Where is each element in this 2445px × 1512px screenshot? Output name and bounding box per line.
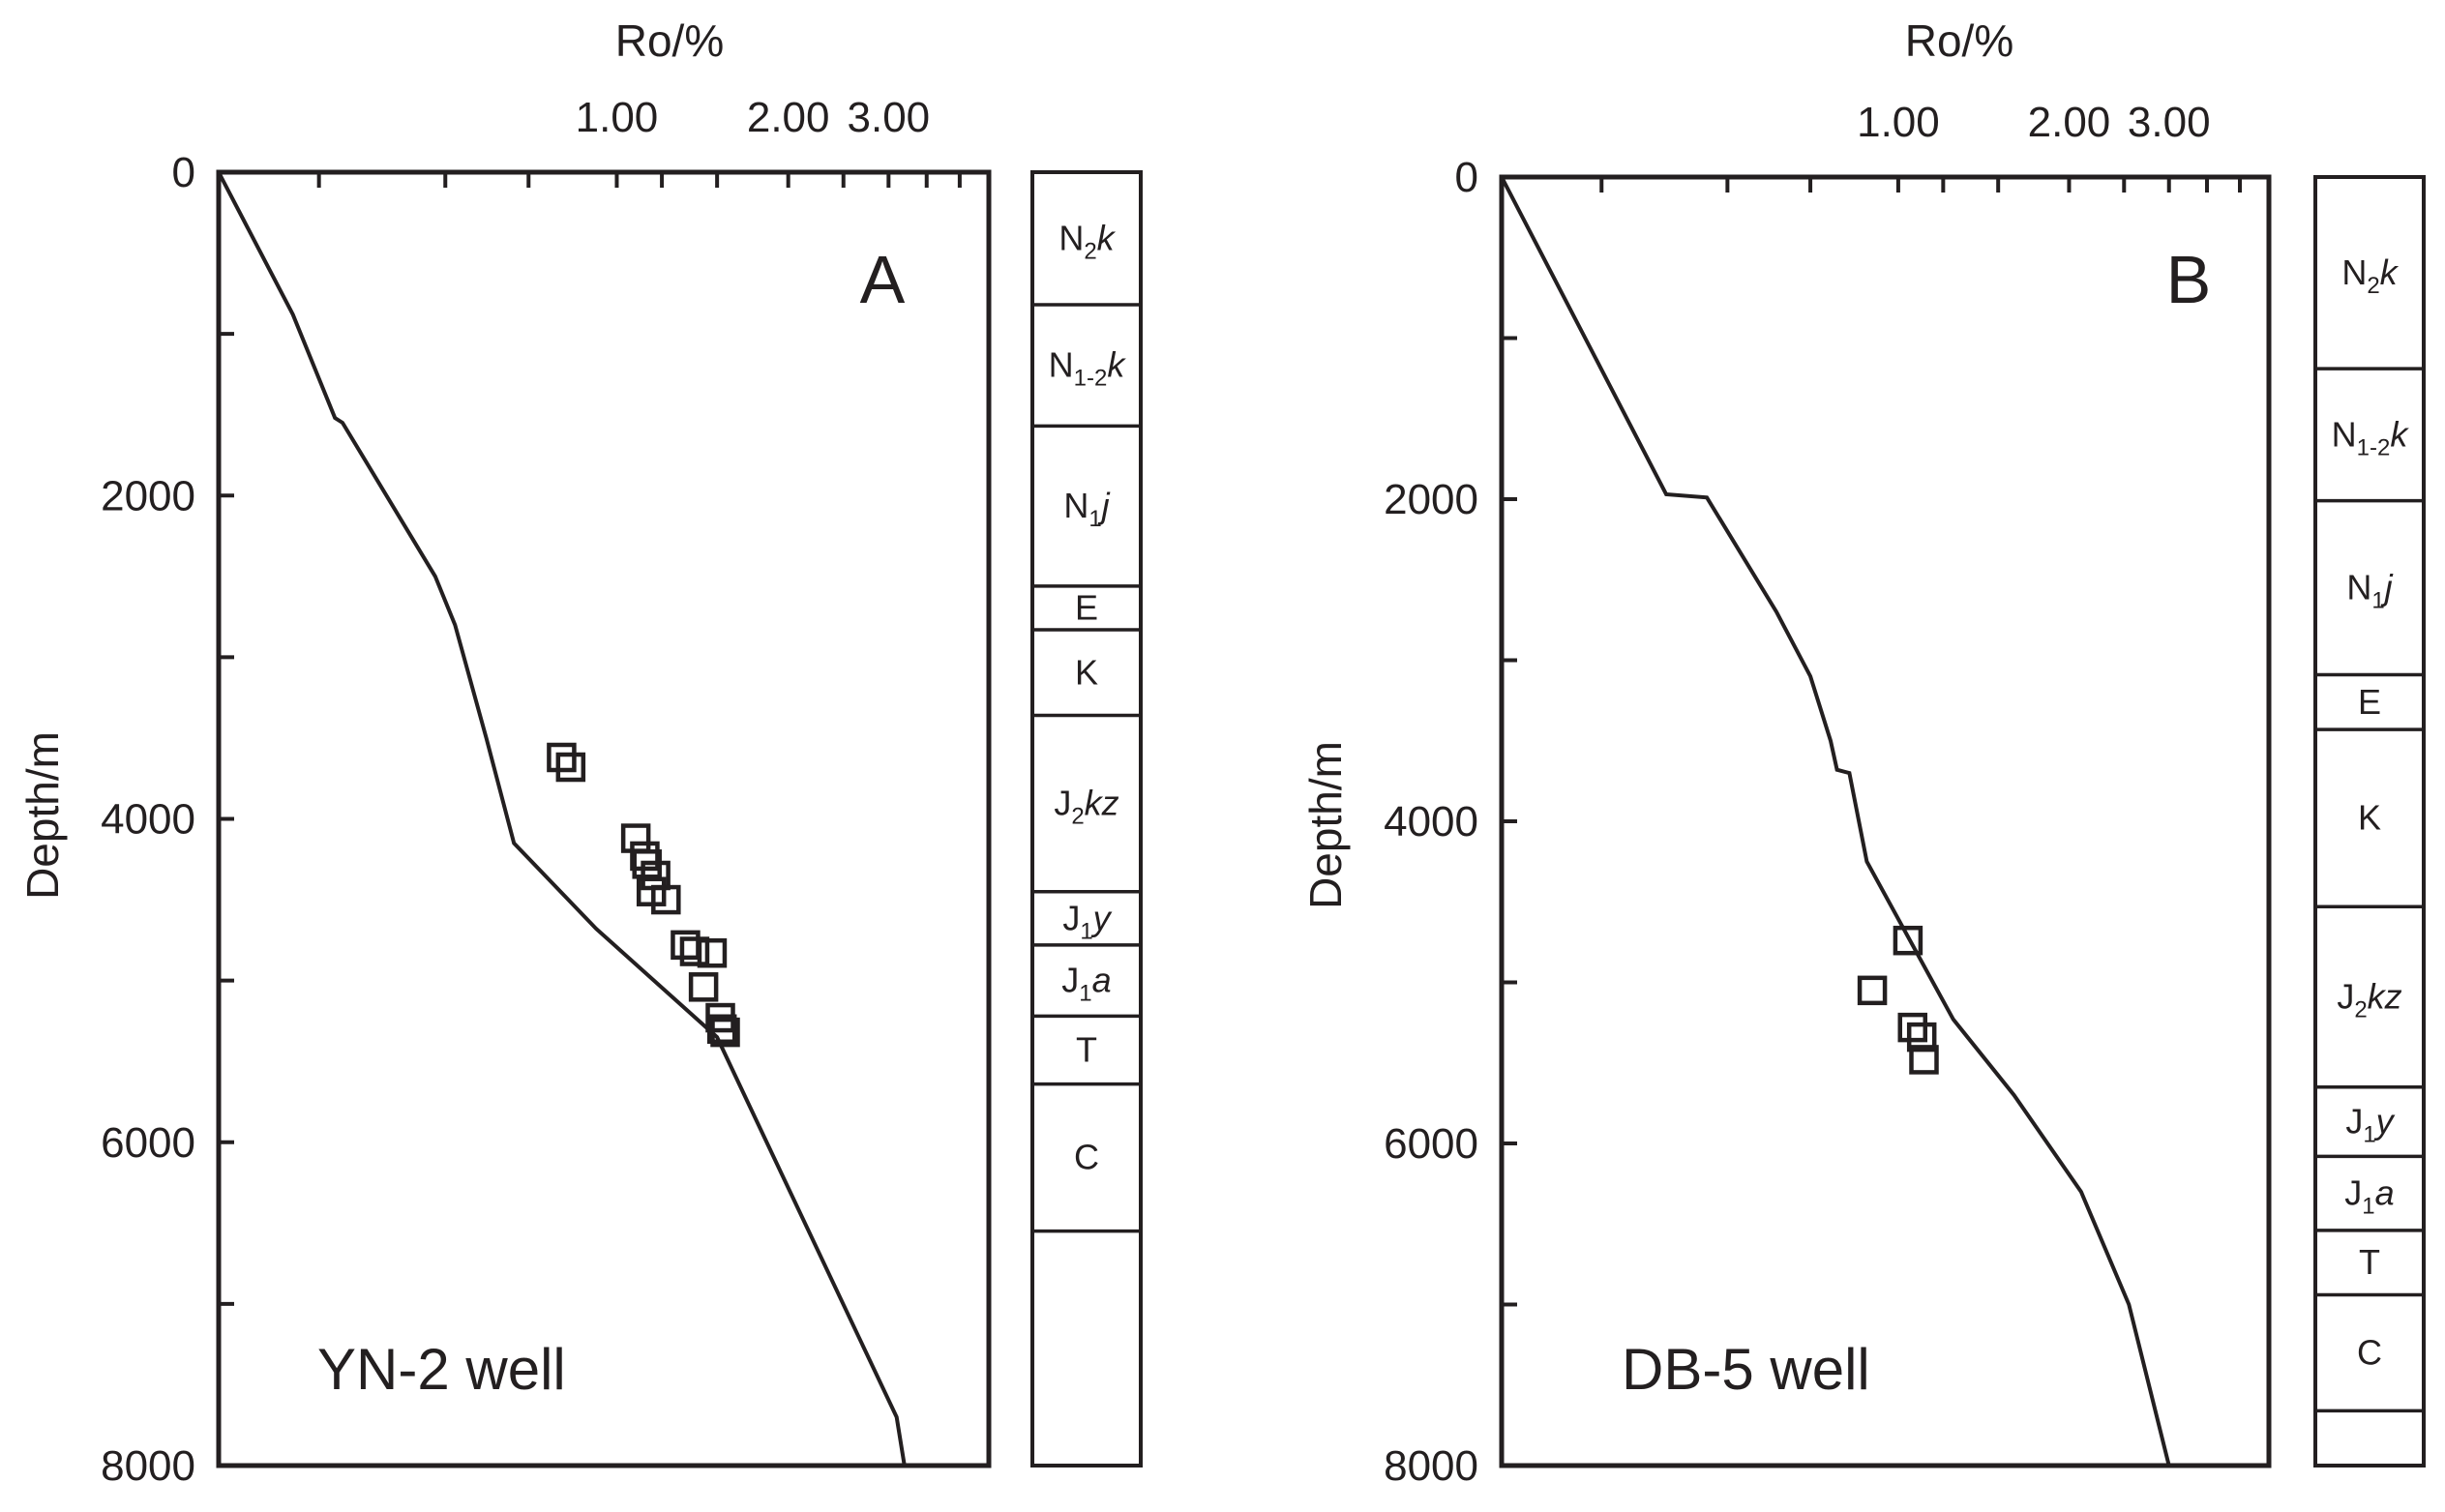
x-tick-label: 3.00 (2128, 99, 2211, 146)
well-label: DB-5 well (1622, 1337, 1870, 1402)
strat-unit-label: N1j (2346, 568, 2393, 614)
measured-ro-point (697, 937, 728, 968)
x-tick-label: 1.00 (1857, 99, 1940, 146)
strat-column-frame (1030, 170, 1143, 1468)
y-tick-label: 6000 (101, 1119, 195, 1167)
measured-ro-point (547, 742, 577, 773)
strat-unit-label: N1-2k (1049, 345, 1127, 392)
measured-ro-point (1857, 975, 1888, 1006)
strat-unit-label: N1j (1063, 486, 1110, 532)
x-tick-label: 2.00 (2028, 99, 2111, 146)
panel-letter: A (860, 242, 906, 317)
y-tick-label: 6000 (1384, 1120, 1478, 1168)
y-tick-label: 0 (1455, 154, 1478, 201)
y-tick-label: 2000 (101, 472, 195, 519)
strat-unit-label: K (1075, 652, 1098, 692)
strat-unit-label: J1a (2344, 1173, 2394, 1220)
measured-ro-point (706, 1014, 737, 1045)
stratigraphic-column-a: N2k N1-2k N1j EK J2kz J1y J1a T C (1030, 170, 1143, 1468)
strat-unit-label: N2k (2341, 252, 2399, 299)
y-axis-title: Depth/m (1300, 741, 1351, 909)
x-tick-label: 2.00 (747, 94, 830, 141)
y-tick-label: 8000 (101, 1442, 195, 1490)
measured-ro-point (688, 972, 719, 1002)
strat-unit-label: J1a (1061, 961, 1111, 1007)
strat-unit-label: N2k (1059, 219, 1116, 265)
plot-frame (216, 169, 992, 1468)
well-label: YN-2 well (317, 1337, 566, 1402)
panel-letter: B (2166, 242, 2212, 317)
x-tick-label: 3.00 (848, 94, 931, 141)
plot-frame (1499, 174, 2272, 1468)
strat-unit-label: J1y (1062, 898, 1112, 944)
y-tick-label: 0 (172, 149, 195, 196)
y-tick-label: 4000 (101, 796, 195, 844)
measured-ro-point (1909, 1045, 1939, 1075)
measured-ro-point (555, 752, 586, 783)
measured-ro-point (1897, 1012, 1928, 1043)
y-axis-title: Depth/m (17, 731, 68, 900)
ro-depth-plot-a: 1.00 2.00 3.00 0 2000 4000 6000 8000 (101, 94, 992, 1490)
stratigraphic-column-b: N2k N1-2k N1j E K J2kz J1y J1a T C (2313, 175, 2426, 1468)
measured-ro-point (1906, 1022, 1937, 1052)
y-tick-label: 2000 (1384, 476, 1478, 523)
strat-unit-label: T (2359, 1242, 2380, 1282)
strat-unit-label: J1y (2345, 1102, 2395, 1148)
measured-ro-point (620, 823, 651, 853)
measured-ro-point (679, 936, 710, 966)
strat-unit-label: N1-2k (2332, 414, 2410, 460)
measured-ro-point (671, 930, 701, 961)
panel-a: Ro/% Depth/m A YN-2 well 1.00 2.00 3.00 0 20… (17, 15, 1143, 1490)
y-tick-label: 8000 (1384, 1442, 1478, 1490)
x-axis-title: Ro/% (1905, 15, 2013, 66)
measured-ro-point (710, 1017, 740, 1048)
measured-ro-point (651, 884, 681, 915)
strat-unit-label: C (1074, 1138, 1099, 1177)
strat-unit-label: C (2357, 1332, 2382, 1372)
strat-column-frame (2313, 175, 2426, 1468)
strat-unit-label: E (2358, 682, 2381, 722)
x-axis-title: Ro/% (615, 15, 724, 66)
strat-unit-label: J2kz (2337, 976, 2401, 1023)
y-tick-label: 4000 (1384, 798, 1478, 845)
strat-unit-label: J2kz (1054, 784, 1118, 830)
measured-ro-point (1893, 925, 1923, 956)
strat-unit-label: E (1075, 587, 1098, 627)
x-tick-label: 1.00 (576, 94, 659, 141)
ro-depth-plot-b: 1.00 2.00 3.00 0 2000 4000 6000 8000 (1384, 99, 2272, 1490)
modeled-ro-curve (1500, 176, 2171, 1467)
strat-unit-label: T (1076, 1029, 1097, 1069)
panel-b: Ro/% Depth/m B DB-5 well 1.00 2.00 3.00 0 20… (1300, 15, 2426, 1490)
strat-unit-label: K (2358, 798, 2381, 838)
modeled-ro-curve (217, 171, 907, 1467)
